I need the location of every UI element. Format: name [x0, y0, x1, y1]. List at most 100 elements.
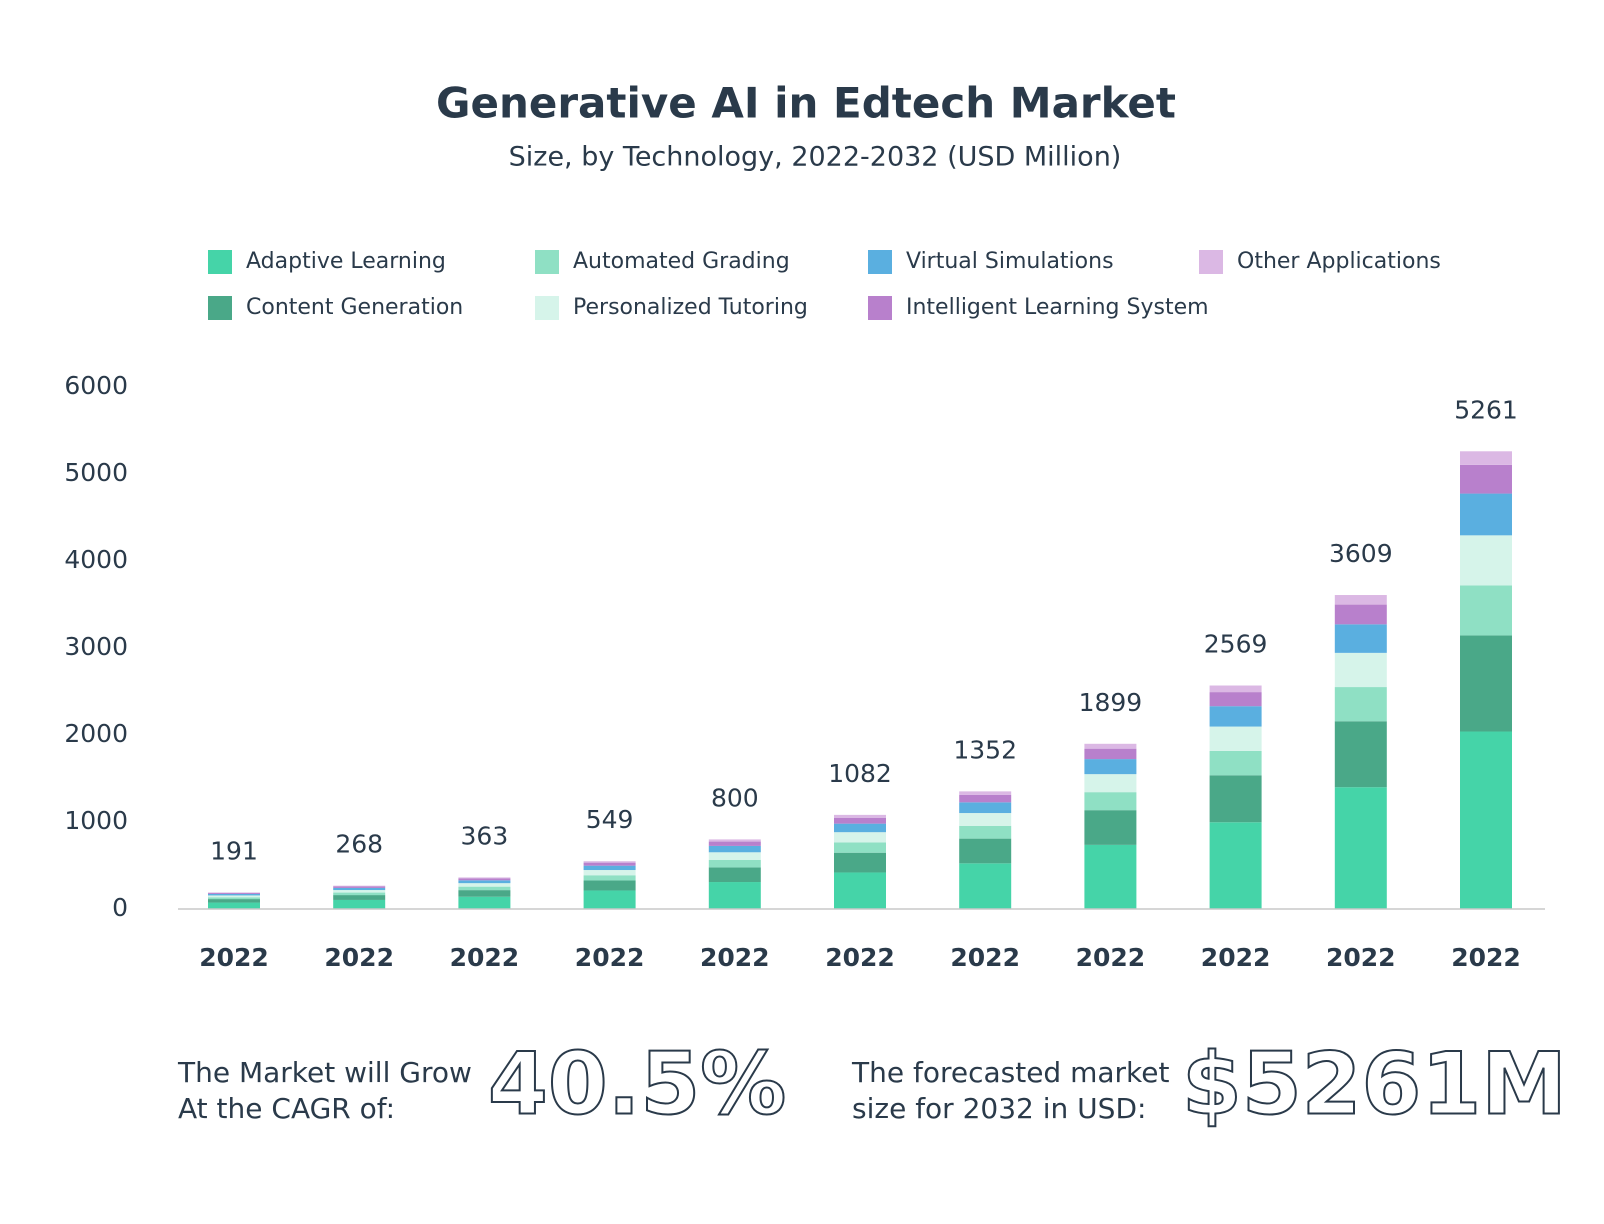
bar-segment: [1209, 750, 1262, 776]
bar-segment: [1084, 810, 1137, 845]
bar-segment: [1334, 604, 1387, 625]
bar-segment: [583, 862, 636, 866]
bar-segment: [959, 825, 1012, 839]
bar-segment: [1460, 731, 1512, 909]
legend-swatch: [208, 296, 232, 320]
bar-segment: [834, 852, 886, 873]
bar-segment: [1084, 748, 1137, 760]
bar-segment: [834, 817, 886, 824]
total-label: 191: [210, 836, 258, 865]
x-tick-label: 2022: [324, 943, 394, 972]
bar-segment: [1460, 493, 1512, 536]
total-label: 3609: [1329, 539, 1393, 568]
bar-segment: [1460, 585, 1512, 636]
bar-segment: [834, 814, 886, 818]
legend-swatch: [868, 250, 892, 274]
summary-text: The forecasted market: [851, 1056, 1169, 1089]
x-tick-label: 2022: [950, 943, 1020, 972]
bar-segment: [708, 882, 761, 909]
bar-segment: [959, 802, 1012, 814]
summary-text: The Market will Grow: [177, 1056, 472, 1089]
total-label: 5261: [1454, 395, 1518, 424]
bar-segment: [458, 896, 511, 909]
legend-label: Virtual Simulations: [906, 249, 1114, 274]
bar-segment: [1084, 743, 1137, 749]
legend-label: Intelligent Learning System: [906, 295, 1209, 320]
x-tick-label: 2022: [1326, 943, 1396, 972]
total-label: 363: [461, 821, 509, 850]
legend-swatch: [208, 250, 232, 274]
total-label: 1899: [1079, 688, 1143, 717]
bar-segment: [959, 863, 1012, 909]
x-tick-label: 2022: [450, 943, 520, 972]
bar-segment: [583, 865, 636, 871]
legend-swatch: [535, 250, 559, 274]
bar-segment: [708, 859, 761, 868]
chart-subtitle: Size, by Technology, 2022-2032 (USD Mill…: [509, 142, 1122, 173]
bar-segment: [708, 852, 761, 860]
chart-title: Generative AI in Edtech Market: [436, 79, 1176, 128]
bar-segment: [458, 883, 511, 887]
y-tick-label: 5000: [64, 458, 128, 487]
bar-segment: [583, 870, 636, 876]
bar-segment: [208, 892, 260, 894]
bar-segment: [1460, 535, 1512, 586]
bar-segment: [208, 893, 260, 896]
bar-segment: [1209, 706, 1262, 727]
legend-swatch: [868, 296, 892, 320]
bar-segment: [583, 880, 636, 891]
bar-segment: [333, 885, 386, 887]
bar-segment: [1460, 635, 1512, 732]
bar-segment: [583, 861, 636, 863]
bar-segment: [834, 823, 886, 833]
legend-swatch: [535, 296, 559, 320]
bar-segment: [333, 892, 386, 896]
bar-segment: [1334, 595, 1387, 605]
bar-segment: [458, 880, 511, 884]
bar-segment: [959, 791, 1012, 795]
bar-segment: [1209, 685, 1262, 693]
bar-segment: [1209, 822, 1262, 909]
bar-segment: [834, 842, 886, 853]
x-tick-label: 2022: [1201, 943, 1271, 972]
y-tick-label: 2000: [64, 719, 128, 748]
bar-segment: [1334, 624, 1387, 653]
bar-segment: [458, 877, 511, 879]
bar-segment: [1209, 692, 1262, 707]
bar-segment: [1084, 844, 1137, 909]
cagr-value: 40.5%: [488, 1034, 786, 1134]
y-tick-label: 6000: [64, 371, 128, 400]
bar-segment: [1460, 464, 1512, 494]
bar-segment: [1084, 759, 1137, 775]
total-label: 1082: [828, 759, 892, 788]
total-label: 549: [586, 805, 634, 834]
total-label: 800: [711, 783, 759, 812]
y-tick-label: 3000: [64, 632, 128, 661]
y-tick-label: 1000: [64, 806, 128, 835]
bar-segment: [1334, 652, 1387, 688]
x-tick-label: 2022: [199, 943, 269, 972]
bar-segment: [1209, 775, 1262, 823]
bar-segment: [959, 813, 1012, 826]
bar-segment: [834, 832, 886, 843]
bar-segment: [208, 895, 260, 898]
bar-segment: [1084, 774, 1137, 793]
bar-segment: [959, 794, 1012, 803]
x-tick-label: 2022: [825, 943, 895, 972]
x-tick-label: 2022: [700, 943, 770, 972]
total-label: 1352: [953, 735, 1017, 764]
x-tick-label: 2022: [1076, 943, 1146, 972]
bar-segment: [333, 895, 386, 900]
bar-segment: [583, 875, 636, 881]
bar-segment: [458, 886, 511, 891]
bar-segment: [208, 897, 260, 900]
legend-label: Adaptive Learning: [246, 249, 446, 274]
bar-segment: [333, 890, 386, 893]
bar-segment: [1084, 792, 1137, 811]
legend-label: Content Generation: [246, 295, 463, 320]
bar-segment: [208, 892, 260, 893]
bar-segment: [708, 839, 761, 842]
bar-segment: [333, 887, 386, 891]
legend-label: Automated Grading: [573, 249, 790, 274]
